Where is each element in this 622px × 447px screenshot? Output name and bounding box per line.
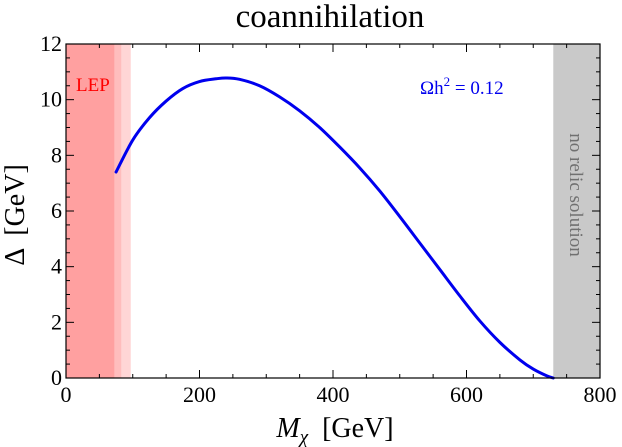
x-axis-label: Mχ [GeV] <box>275 413 393 447</box>
plot-frame <box>65 43 601 379</box>
lep-region-label: LEP <box>76 75 110 96</box>
y-tick-label: 8 <box>51 142 62 167</box>
omega-h2-tail: = 0.12 <box>450 78 503 99</box>
x-tick-label: 400 <box>317 382 350 407</box>
omega-h2-annotation: Ωh2 = 0.12 <box>420 74 504 99</box>
y-tick-label: 6 <box>51 198 62 223</box>
x-tick-label: 200 <box>183 382 216 407</box>
x-axis-subscript: χ <box>298 427 309 447</box>
x-axis-unit: [GeV] <box>322 413 394 444</box>
relic-density-curve <box>114 76 555 380</box>
y-tick-label: 4 <box>51 254 62 279</box>
region-band-0 <box>66 44 115 378</box>
chart-title: coannihilation <box>236 0 425 35</box>
y-axis-symbol: Δ <box>0 248 31 266</box>
no-relic-region-label: no relic solution <box>565 133 586 257</box>
omega-h2-main: Ωh <box>420 78 444 99</box>
region-band-2 <box>121 44 131 378</box>
y-tick-label: 12 <box>40 31 62 56</box>
y-tick-label: 10 <box>40 87 62 112</box>
y-tick-label: 0 <box>51 365 62 390</box>
shaded-regions <box>66 44 600 378</box>
omega-h2-superscript: 2 <box>444 74 451 89</box>
x-tick-label: 800 <box>584 382 617 407</box>
region-band-1 <box>114 44 122 378</box>
y-tick-label: 2 <box>51 309 62 334</box>
y-axis-label: Δ [GeV] <box>0 164 31 266</box>
y-axis-unit: [GeV] <box>0 164 31 236</box>
x-tick-label: 600 <box>450 382 483 407</box>
x-tick-label: 0 <box>61 382 72 407</box>
x-axis-symbol: M <box>275 413 301 444</box>
axis-ticks: 0 200 400 600 800 0 2 4 6 8 10 12 <box>40 31 617 407</box>
